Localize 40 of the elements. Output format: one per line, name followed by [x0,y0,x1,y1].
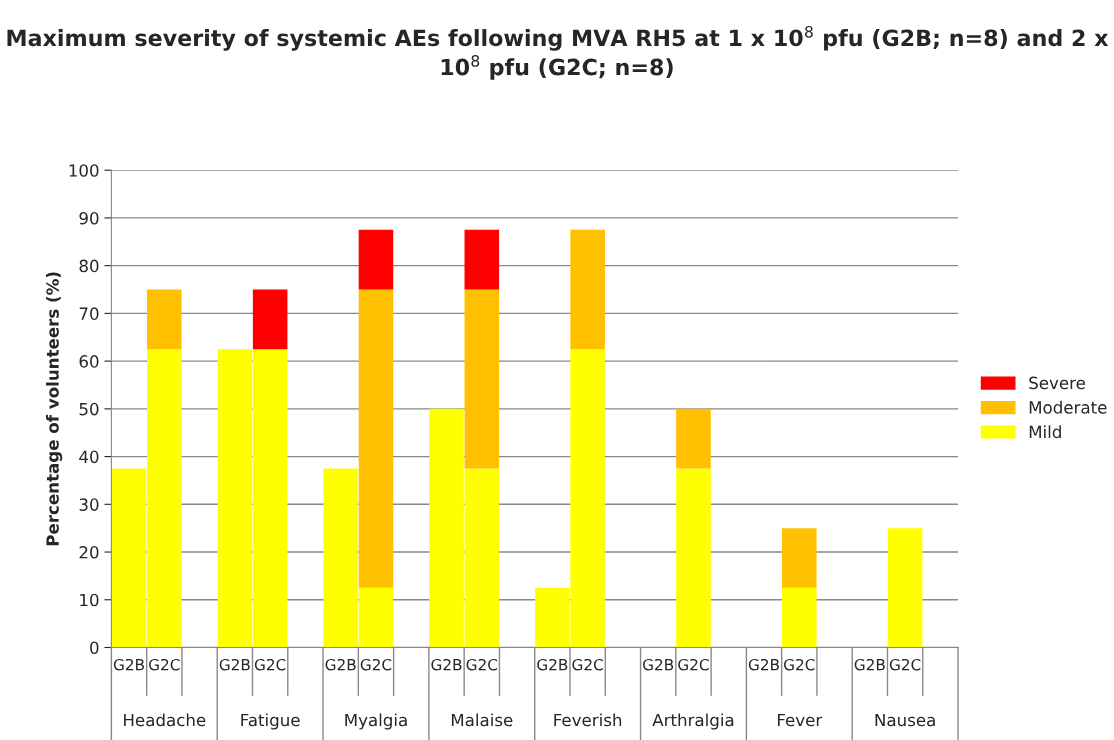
y-axis-title: Percentage of volunteers (%) [45,272,63,546]
x-tick-label: G2B [748,658,779,671]
x-tick-label: G2C [889,658,921,671]
x-tick-label: G2B [113,658,144,671]
text: Malaise [451,713,513,727]
x-tick-label: G2B [325,658,356,671]
x-tick-label: G2C [149,658,180,671]
y-tick-label: 60 [79,355,99,368]
x-tick-label: G2C [572,658,603,671]
text: Fever [777,713,823,727]
legend-label: Moderate [1029,400,1107,414]
y-tick-label: 40 [79,450,99,464]
x-tick-label: G2B [854,658,885,671]
text: Arthralgia [652,713,734,730]
x-tick-label: G2B [431,658,462,671]
x-tick-label: G2B [219,658,250,671]
text: Nausea [875,713,935,727]
chart-title: Maximum severity of systemic AEs following MVA RH5 at 1 x 10$^{8}$ pfu (G2B; n=8) and 2 x 10$^{8}$ pfu (G2C; n=8) [7,25,1109,80]
y-tick-label: 20 [79,546,99,559]
text: Myalgia [345,713,407,730]
text: Feverish [554,713,622,727]
legend-label: Mild [1029,425,1061,439]
y-tick-label: 30 [79,498,99,511]
y-tick-label: 100 [69,164,99,177]
y-tick-label: 0 [90,641,99,655]
y-tick-label: 90 [79,211,99,225]
x-tick-label: G2C [784,658,815,671]
x-tick-label: G2C [466,658,498,671]
x-tick-label: G2B [537,658,568,671]
y-tick-label: 70 [79,307,99,320]
x-tick-label: G2C [678,658,709,671]
x-tick-label: G2B [643,658,674,671]
text: Fatigue [241,713,300,730]
text: Headache [124,713,206,727]
y-tick-label: 10 [80,593,99,607]
y-tick-label: 80 [79,259,99,273]
x-tick-label: G2C [254,658,286,671]
x-tick-label: G2C [360,658,392,671]
legend-label: Severe [1029,376,1085,390]
y-tick-label: 50 [79,402,99,416]
